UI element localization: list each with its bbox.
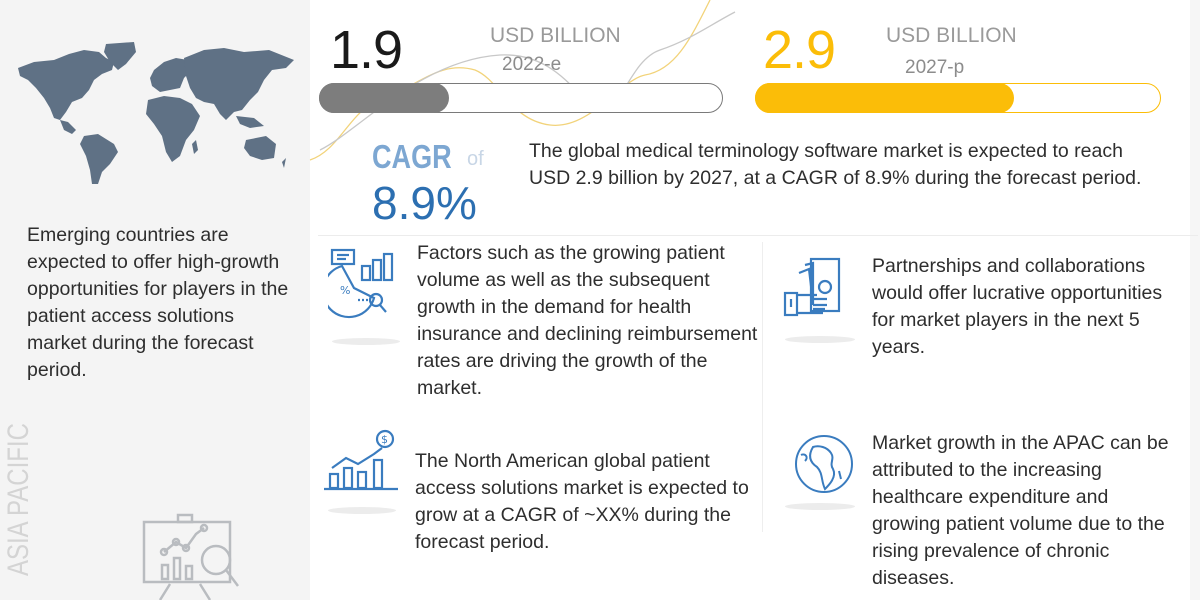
projected-market-year: 2027-p bbox=[905, 57, 965, 78]
projected-market-progress-fill bbox=[755, 83, 1014, 113]
fact-partnerships: Partnerships and collaborations would of… bbox=[872, 255, 1163, 358]
column-divider bbox=[762, 242, 763, 532]
current-market-progress-bar bbox=[319, 83, 723, 113]
cagr-of-label: of bbox=[467, 148, 484, 170]
section-divider bbox=[318, 235, 1198, 236]
projected-market-unit: USD BILLION bbox=[886, 24, 1017, 47]
analytics-report-icon: % bbox=[328, 248, 394, 319]
projected-market-progress-bar bbox=[755, 83, 1161, 113]
growth-chart-dollar-icon: $ bbox=[324, 429, 398, 491]
fact-north-america: The North American global patient access… bbox=[415, 450, 749, 553]
current-market-year: 2022-e bbox=[502, 54, 562, 75]
right-edge-strip bbox=[1190, 0, 1200, 600]
icon-shadow bbox=[785, 336, 855, 343]
hand-money-icon bbox=[783, 257, 841, 317]
current-market-unit: USD BILLION bbox=[490, 24, 621, 47]
cagr-value: 8.9% bbox=[372, 177, 477, 229]
svg-text:%: % bbox=[340, 284, 350, 297]
svg-text:$: $ bbox=[381, 433, 388, 446]
current-market-value: 1.9 bbox=[330, 20, 403, 80]
globe-icon bbox=[795, 435, 853, 493]
presentation-chart-magnifier-icon bbox=[142, 513, 239, 600]
region-label: ASIA PACIFIC bbox=[2, 423, 35, 576]
icon-shadow bbox=[328, 507, 396, 514]
projected-market-value: 2.9 bbox=[763, 20, 836, 80]
fact-growth-drivers: Factors such as the growing patient volu… bbox=[417, 242, 758, 399]
market-summary: The global medical terminology software … bbox=[529, 140, 1142, 189]
icon-shadow bbox=[785, 503, 855, 510]
left-panel-description: Emerging countries are expected to offer… bbox=[27, 224, 289, 381]
cagr-label: CAGR bbox=[372, 138, 452, 175]
world-map-icon bbox=[18, 42, 294, 184]
current-market-progress-fill bbox=[319, 83, 449, 113]
left-panel: Emerging countries are expected to offer… bbox=[0, 0, 310, 600]
fact-apac-growth: Market growth in the APAC can be attribu… bbox=[872, 432, 1169, 589]
icon-shadow bbox=[332, 338, 400, 345]
